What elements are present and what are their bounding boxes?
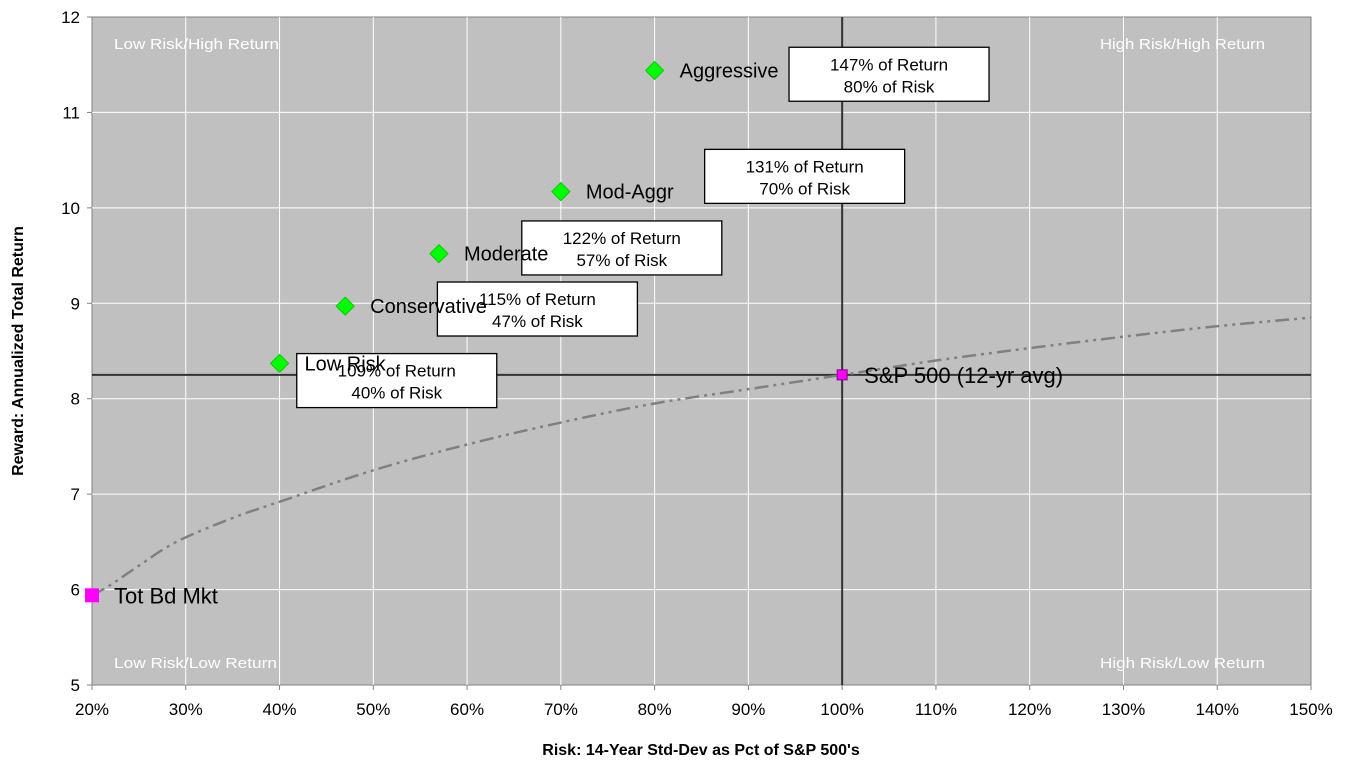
x-axis-label: Risk: 14-Year Std-Dev as Pct of S&P 500'… — [542, 742, 860, 759]
x-tick-label: 100% — [820, 700, 863, 719]
y-tick-label: 10 — [61, 199, 80, 218]
x-tick-label: 40% — [263, 700, 297, 719]
x-tick-label: 60% — [450, 700, 484, 719]
callout-risk: 40% of Risk — [351, 384, 442, 403]
frontier-curve-layer — [91, 316, 1312, 597]
x-tick-label: 140% — [1195, 700, 1238, 719]
portfolio-label: Low Risk — [305, 353, 387, 375]
callout-box: 147% of Return 80% of Risk — [788, 46, 990, 102]
callout-return: 147% of Return — [830, 55, 948, 74]
diamond-marker — [269, 353, 290, 374]
callout-risk: 70% of Risk — [759, 179, 850, 198]
x-tick-label: 50% — [356, 700, 390, 719]
callout-frame — [521, 220, 723, 276]
square-marker — [85, 588, 99, 603]
callouts: 109% of Return 40% of Risk 115% of Return 4… — [296, 46, 990, 409]
frontier-curve — [91, 316, 1312, 597]
callout-risk: 57% of Risk — [576, 251, 667, 270]
callout-frame — [703, 148, 906, 205]
diamond-marker — [551, 181, 571, 202]
quadrant-label-top-right: High Risk/High Return — [1100, 36, 1265, 53]
portfolio-point: Mod-Aggr — [551, 181, 674, 204]
callout-box: 115% of Return 47% of Risk — [436, 281, 639, 337]
callout-return: 131% of Return — [746, 157, 864, 176]
benchmark-label: Tot Bd Mkt — [114, 583, 218, 608]
square-marker — [836, 369, 848, 381]
quadrant-lines — [92, 17, 1311, 685]
y-tick-label: 7 — [71, 485, 80, 504]
diamond-marker — [644, 60, 665, 81]
y-tick-label: 5 — [71, 676, 80, 695]
x-tick-label: 90% — [731, 700, 765, 719]
portfolio-label: Mod-Aggr — [586, 182, 674, 204]
y-tick-label: 12 — [61, 8, 80, 27]
callout-return: 122% of Return — [563, 229, 681, 248]
benchmark-point: Tot Bd Mkt — [85, 583, 218, 608]
portfolio-point: Low Risk — [269, 353, 387, 375]
diamond-marker — [429, 243, 449, 264]
callout-box: 109% of Return 40% of Risk — [296, 352, 498, 409]
y-tick-label: 11 — [62, 103, 80, 122]
x-tick-label: 80% — [638, 700, 672, 719]
benchmark-point: S&P 500 (12-yr avg) — [836, 363, 1063, 388]
diamond-marker — [335, 296, 355, 316]
callout-frame — [296, 352, 498, 409]
callout-risk: 47% of Risk — [492, 312, 583, 331]
x-tick-label: 130% — [1102, 700, 1145, 719]
x-tick-label: 70% — [544, 700, 578, 719]
plot-area — [91, 16, 1312, 686]
benchmark-label: S&P 500 (12-yr avg) — [864, 363, 1063, 388]
y-axis-label: Reward: Annualized Total Return — [10, 226, 27, 476]
quadrant-label-top-left: Low Risk/High Return — [114, 36, 279, 53]
callout-return: 115% of Return — [479, 290, 596, 309]
callout-box: 131% of Return 70% of Risk — [703, 148, 906, 205]
y-tick-label: 6 — [71, 581, 80, 600]
y-tick-label: 9 — [71, 294, 80, 313]
callout-frame — [788, 46, 990, 102]
portfolio-label: Conservative — [370, 296, 487, 318]
portfolio-point: Conservative — [335, 296, 487, 318]
callout-risk: 80% of Risk — [844, 77, 935, 96]
portfolio-label: Moderate — [464, 244, 549, 266]
y-tick-label: 8 — [71, 390, 80, 409]
quadrant-label-bottom-right: High Risk/Low Return — [1100, 655, 1265, 672]
callout-return: 109% of Return — [338, 362, 456, 381]
x-tick-label: 120% — [1008, 700, 1051, 719]
callout-frame — [436, 281, 639, 337]
callout-box: 122% of Return 57% of Risk — [521, 220, 723, 276]
portfolio-point: Aggressive — [644, 60, 779, 82]
x-tick-label: 30% — [169, 700, 203, 719]
data-points: Low Risk Conservative Moderate Mod-Aggr Aggr… — [85, 60, 1063, 608]
portfolio-label: Aggressive — [680, 60, 779, 82]
gridlines — [92, 17, 1311, 685]
axis-ticks: 20% 30% 40% 50% 60% 70% 80% 90% 100% 110% 120% 130%… — [61, 8, 1333, 719]
x-tick-label: 150% — [1289, 700, 1332, 719]
x-tick-label: 110% — [915, 700, 957, 719]
x-tick-label: 20% — [75, 700, 109, 719]
portfolio-point: Moderate — [429, 243, 549, 266]
quadrant-label-bottom-left: Low Risk/Low Return — [114, 655, 277, 672]
